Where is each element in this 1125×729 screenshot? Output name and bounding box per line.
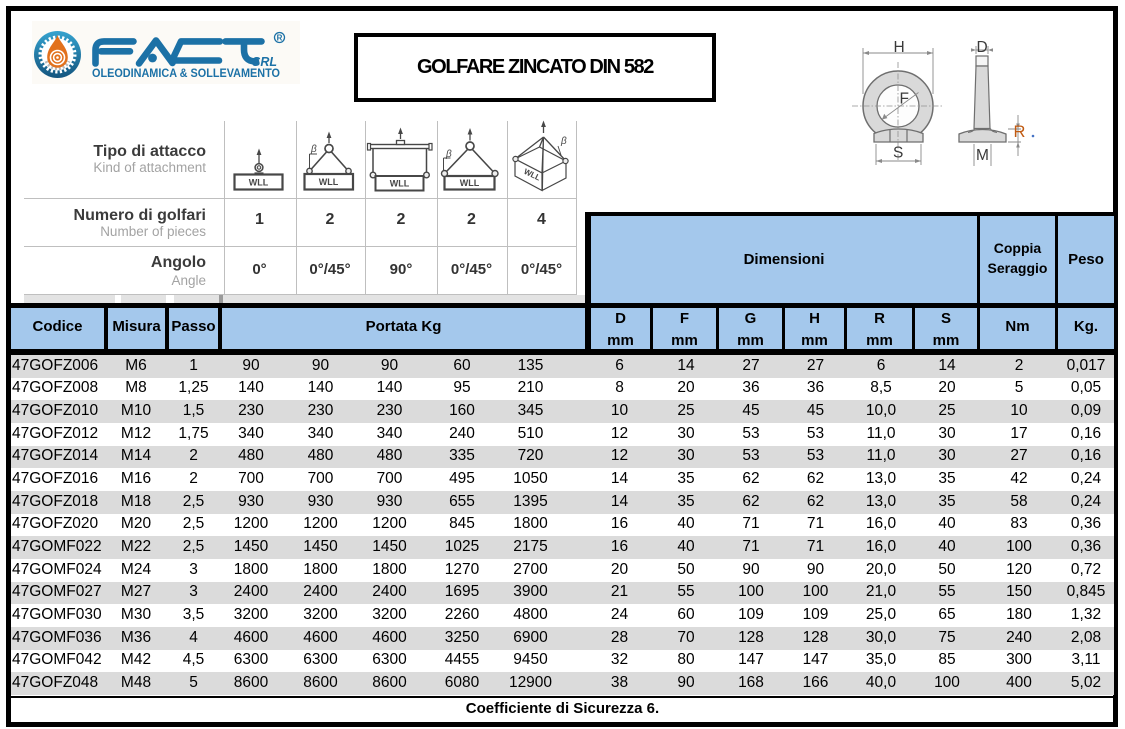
svg-text:WLL: WLL xyxy=(249,178,269,188)
svg-text:R: R xyxy=(277,34,283,43)
svg-text:H: H xyxy=(894,39,905,56)
svg-text:OLEODINAMICA & SOLLEVAMENTO: OLEODINAMICA & SOLLEVAMENTO xyxy=(92,68,280,80)
svg-text:S: S xyxy=(893,145,903,162)
svg-text:β: β xyxy=(560,136,567,147)
svg-text:M: M xyxy=(976,147,989,164)
svg-text:SRL: SRL xyxy=(252,55,277,69)
svg-text:WLL: WLL xyxy=(319,177,339,187)
svg-text:R: R xyxy=(1014,123,1026,141)
svg-text:D: D xyxy=(977,39,988,56)
svg-text:β: β xyxy=(310,144,317,155)
svg-text:β: β xyxy=(445,149,452,160)
svg-text:F: F xyxy=(900,91,909,108)
svg-text:WLL: WLL xyxy=(390,179,410,189)
svg-text:WLL: WLL xyxy=(460,178,480,188)
